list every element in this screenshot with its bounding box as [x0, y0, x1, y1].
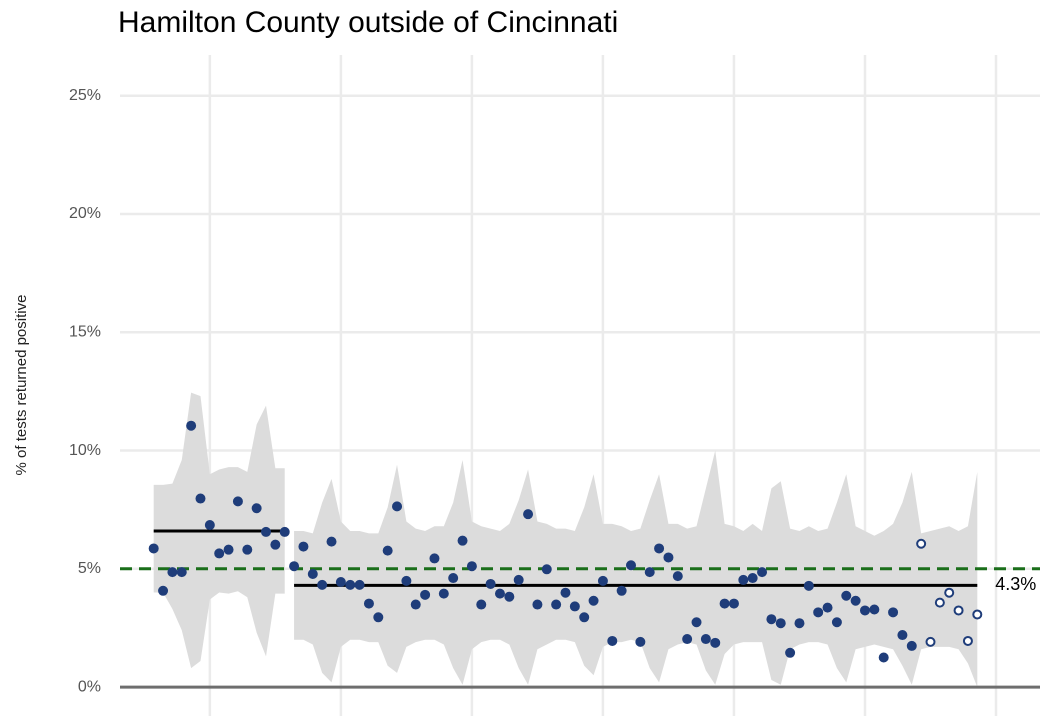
data-point — [775, 618, 786, 629]
data-point — [317, 579, 328, 590]
data-point — [747, 573, 758, 584]
data-point — [457, 535, 468, 546]
data-point — [944, 587, 955, 598]
data-point — [513, 574, 524, 585]
mean-label: 4.3% — [995, 574, 1036, 594]
data-point — [710, 637, 721, 648]
data-point — [429, 553, 440, 564]
data-point — [541, 564, 552, 575]
data-point — [859, 605, 870, 616]
data-point — [569, 601, 580, 612]
data-point — [607, 635, 618, 646]
data-point — [757, 567, 768, 578]
data-point — [551, 599, 562, 610]
data-point — [663, 552, 674, 563]
data-point — [335, 577, 346, 588]
data-point — [869, 604, 880, 615]
data-point — [466, 561, 477, 572]
y-tick-label: 15% — [69, 323, 101, 340]
data-point — [916, 538, 927, 549]
data-point — [841, 590, 852, 601]
data-point — [232, 496, 243, 507]
data-point — [682, 634, 693, 645]
y-tick-label: 0% — [78, 678, 101, 695]
data-point — [326, 536, 337, 547]
data-point — [906, 640, 917, 651]
data-point — [476, 599, 487, 610]
data-point — [878, 652, 889, 663]
data-point — [195, 493, 206, 504]
data-point — [934, 597, 945, 608]
data-point — [485, 578, 496, 589]
data-point — [644, 567, 655, 578]
data-point — [635, 636, 646, 647]
data-point — [654, 543, 665, 554]
data-point — [532, 599, 543, 610]
data-point — [831, 617, 842, 628]
data-point — [794, 618, 805, 629]
data-point — [438, 588, 449, 599]
data-point — [242, 544, 253, 555]
data-point — [925, 636, 936, 647]
data-point — [363, 598, 374, 609]
data-point — [822, 602, 833, 613]
data-point — [691, 617, 702, 628]
data-point — [813, 607, 824, 618]
data-point — [204, 520, 215, 531]
data-point — [626, 560, 637, 571]
data-point — [354, 579, 365, 590]
data-point — [223, 544, 234, 555]
data-point — [738, 574, 749, 585]
data-point — [373, 612, 384, 623]
chart-title: Hamilton County outside of Cincinnati — [118, 6, 618, 39]
data-point — [345, 579, 356, 590]
data-point — [158, 585, 169, 596]
data-point — [523, 509, 534, 520]
data-point — [700, 634, 711, 645]
data-point — [850, 595, 861, 606]
data-point — [307, 569, 318, 580]
data-point — [298, 541, 309, 552]
data-point — [494, 588, 505, 599]
y-tick-label: 20% — [69, 205, 101, 222]
data-point — [420, 589, 431, 600]
data-point — [279, 526, 290, 537]
data-point — [148, 543, 159, 554]
data-point — [167, 567, 178, 578]
data-point — [719, 598, 730, 609]
data-point — [401, 575, 412, 586]
data-point — [766, 614, 777, 625]
data-point — [953, 605, 964, 616]
data-point — [448, 573, 459, 584]
data-point — [672, 571, 683, 582]
data-point — [504, 591, 515, 602]
data-point — [803, 580, 814, 591]
data-point — [289, 561, 300, 572]
data-point — [560, 587, 571, 598]
data-point — [214, 548, 225, 559]
data-point — [972, 609, 983, 620]
data-point — [270, 539, 281, 550]
data-point — [888, 607, 899, 618]
data-point — [785, 647, 796, 658]
data-point — [251, 503, 262, 514]
data-point — [392, 501, 403, 512]
data-point — [382, 545, 393, 556]
data-point — [897, 630, 908, 641]
data-point — [588, 595, 599, 606]
y-tick-label: 25% — [69, 87, 101, 104]
data-point — [261, 526, 272, 537]
y-tick-label: 5% — [78, 560, 101, 577]
y-axis-title: % of tests returned positive — [13, 295, 30, 476]
data-point — [176, 567, 187, 578]
y-tick-label: 10% — [69, 442, 101, 459]
data-point — [579, 612, 590, 623]
data-point — [728, 598, 739, 609]
data-point — [616, 585, 627, 596]
data-point — [410, 599, 421, 610]
data-point — [962, 635, 973, 646]
data-point — [597, 575, 608, 586]
data-point — [186, 420, 197, 431]
